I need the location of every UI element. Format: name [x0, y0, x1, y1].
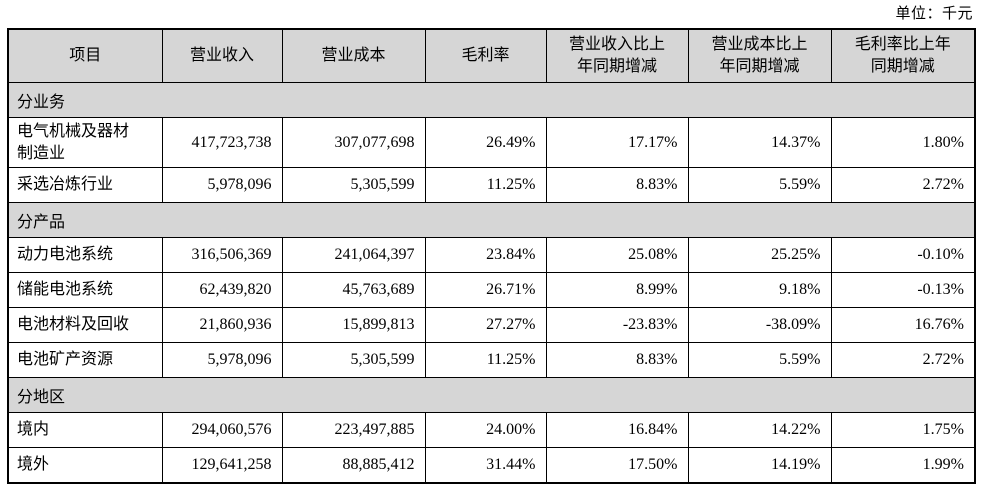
cell-cost: 223,497,885	[281, 412, 426, 448]
cell-cost-change: 14.19%	[687, 447, 832, 483]
cell-cost-change: 5.59%	[687, 167, 832, 203]
cell-cost: 45,763,689	[281, 272, 426, 308]
cell-revenue: 62,439,820	[161, 272, 283, 308]
cell-margin: 27.27%	[424, 307, 547, 343]
cell-cost: 5,305,599	[281, 342, 426, 378]
row-label: 电池矿产资源	[7, 342, 163, 378]
cell-cost: 15,899,813	[281, 307, 426, 343]
row-label: 采选冶炼行业	[7, 167, 163, 203]
unit-label: 单位：千元	[895, 6, 973, 22]
cell-cost: 88,885,412	[281, 447, 426, 483]
section-header-row-by-region: 分地区	[7, 377, 976, 413]
table-row: 电池矿产资源 5,978,096 5,305,599 11.25% 8.83% …	[7, 342, 976, 378]
table-row: 采选冶炼行业 5,978,096 5,305,599 11.25% 8.83% …	[7, 167, 976, 203]
row-label: 境外	[7, 447, 163, 483]
col-header-item: 项目	[7, 28, 163, 83]
cell-margin-change: 2.72%	[830, 167, 976, 203]
table-header-row: 项目 营业收入 营业成本 毛利率 营业收入比上 年同期增减 营业成本比上 年同期…	[7, 28, 976, 83]
cell-margin-change: 1.80%	[830, 117, 976, 168]
col-header-cost: 营业成本	[281, 28, 426, 83]
cell-cost-change: 5.59%	[687, 342, 832, 378]
cell-revenue: 5,978,096	[161, 167, 283, 203]
cell-margin: 11.25%	[424, 342, 547, 378]
cell-cost: 241,064,397	[281, 237, 426, 273]
cell-margin-change: -0.13%	[830, 272, 976, 308]
cell-revenue-change: 8.83%	[545, 342, 689, 378]
cell-margin-change: 1.99%	[830, 447, 976, 483]
cell-cost: 307,077,698	[281, 117, 426, 168]
table-row: 电气机械及器材 制造业 417,723,738 307,077,698 26.4…	[7, 117, 976, 168]
cell-margin-change: 16.76%	[830, 307, 976, 343]
cell-revenue-change: 17.17%	[545, 117, 689, 168]
col-header-cost-change: 营业成本比上 年同期增减	[687, 28, 832, 83]
table-row: 电池材料及回收 21,860,936 15,899,813 27.27% -23…	[7, 307, 976, 343]
col-header-revenue: 营业收入	[161, 28, 283, 83]
cell-cost-change: 14.22%	[687, 412, 832, 448]
cell-margin: 26.71%	[424, 272, 547, 308]
cell-cost-change: 25.25%	[687, 237, 832, 273]
cell-margin: 23.84%	[424, 237, 547, 273]
cell-revenue: 5,978,096	[161, 342, 283, 378]
cell-revenue: 129,641,258	[161, 447, 283, 483]
section-header-row-by-product: 分产品	[7, 202, 976, 238]
row-label: 电池材料及回收	[7, 307, 163, 343]
row-label: 储能电池系统	[7, 272, 163, 308]
section-header-label: 分产品	[7, 202, 976, 238]
row-label: 境内	[7, 412, 163, 448]
cell-margin: 11.25%	[424, 167, 547, 203]
cell-margin: 24.00%	[424, 412, 547, 448]
table-row: 境内 294,060,576 223,497,885 24.00% 16.84%…	[7, 412, 976, 448]
col-header-margin: 毛利率	[424, 28, 547, 83]
cell-cost-change: -38.09%	[687, 307, 832, 343]
segment-financial-table: 项目 营业收入 营业成本 毛利率 营业收入比上 年同期增减 营业成本比上 年同期…	[7, 28, 976, 484]
section-header-label: 分地区	[7, 377, 976, 413]
cell-margin-change: 2.72%	[830, 342, 976, 378]
cell-margin-change: -0.10%	[830, 237, 976, 273]
cell-revenue-change: 8.99%	[545, 272, 689, 308]
cell-revenue-change: 16.84%	[545, 412, 689, 448]
table-row: 动力电池系统 316,506,369 241,064,397 23.84% 25…	[7, 237, 976, 273]
cell-margin: 31.44%	[424, 447, 547, 483]
cell-revenue-change: 17.50%	[545, 447, 689, 483]
cell-cost-change: 9.18%	[687, 272, 832, 308]
cell-revenue: 21,860,936	[161, 307, 283, 343]
cell-cost-change: 14.37%	[687, 117, 832, 168]
cell-revenue: 294,060,576	[161, 412, 283, 448]
col-header-revenue-change: 营业收入比上 年同期增减	[545, 28, 689, 83]
table-row: 储能电池系统 62,439,820 45,763,689 26.71% 8.99…	[7, 272, 976, 308]
cell-margin-change: 1.75%	[830, 412, 976, 448]
cell-revenue: 316,506,369	[161, 237, 283, 273]
section-header-label: 分业务	[7, 82, 976, 118]
cell-revenue-change: 8.83%	[545, 167, 689, 203]
cell-margin: 26.49%	[424, 117, 547, 168]
section-header-row-by-business: 分业务	[7, 82, 976, 118]
cell-revenue-change: 25.08%	[545, 237, 689, 273]
cell-revenue: 417,723,738	[161, 117, 283, 168]
table-row: 境外 129,641,258 88,885,412 31.44% 17.50% …	[7, 447, 976, 483]
cell-cost: 5,305,599	[281, 167, 426, 203]
row-label: 动力电池系统	[7, 237, 163, 273]
row-label: 电气机械及器材 制造业	[7, 117, 163, 168]
col-header-margin-change: 毛利率比上年 同期增减	[830, 28, 976, 83]
cell-revenue-change: -23.83%	[545, 307, 689, 343]
